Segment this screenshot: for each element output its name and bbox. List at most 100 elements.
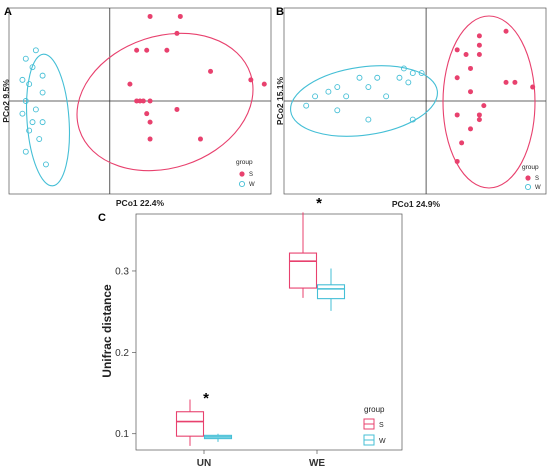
panel-a-point-s-0	[147, 13, 153, 19]
panel-b-legend: group S W	[522, 164, 541, 191]
panel-a-point-s-13	[147, 98, 153, 104]
panel-b-point-s-0	[476, 33, 482, 39]
panel-b-ellipse-s	[442, 15, 536, 189]
panel-a-point-s-14	[144, 111, 150, 117]
panel-c-box-w-we	[316, 284, 346, 300]
panel-b-legend-s-label: S	[535, 176, 539, 182]
panel-a-point-w-1	[22, 55, 29, 62]
panel-c-x-tick-label-we: WE	[309, 458, 325, 469]
panel-b-point-w-16	[409, 116, 416, 123]
panel-b-y-label: PCo2 15.1%	[275, 76, 285, 125]
panel-b-point-w-1	[409, 70, 416, 77]
panel-b-point-s-13	[454, 112, 460, 118]
panel-a-legend-w-marker	[238, 180, 246, 188]
panel-b: B PCo1 24.9% PCo2 15.1% group S W	[275, 6, 547, 209]
panel-a-ellipse-s	[76, 32, 254, 172]
panel-b-legend-title: group	[522, 164, 539, 171]
panel-a-ellipse-w	[26, 53, 70, 187]
panel-c-box-s-we	[288, 252, 318, 289]
panel-a-point-s-15	[147, 119, 153, 125]
panel-a-point-w-7	[22, 98, 29, 104]
panel-a-letter: A	[4, 6, 12, 18]
panel-c: C Unifrac distance group S W 0.1 0.2 0.3 UN…	[98, 195, 403, 469]
panel-a-point-w-10	[29, 119, 36, 126]
panel-a-point-s-5	[164, 47, 170, 53]
panel-b-point-w-5	[356, 74, 363, 81]
panel-b-legend-w-label: W	[535, 185, 541, 191]
panel-c-y-tick-label-0.2: 0.2	[115, 348, 129, 359]
panel-b-x-label: PCo1 24.9%	[392, 199, 441, 209]
panel-b-point-s-5	[476, 52, 482, 57]
panel-a-legend: group S W	[236, 159, 255, 188]
panel-b-point-w-13	[303, 102, 310, 109]
panel-b-letter: B	[276, 6, 284, 18]
panel-c-legend-w-label: W	[379, 438, 386, 445]
panel-a-point-s-4	[144, 47, 150, 53]
panel-a-point-s-1	[174, 30, 180, 36]
panel-b-point-s-7	[454, 75, 460, 81]
panel-a-legend-s-marker	[239, 171, 245, 177]
panel-b-point-w-2	[418, 70, 425, 77]
panel-a-y-label: PCo2 9.5%	[1, 79, 11, 123]
panel-b-point-s-6	[468, 65, 474, 71]
panel-c-frame	[135, 213, 403, 451]
panel-b-point-s-4	[463, 52, 469, 57]
panel-b-legend-s-marker	[525, 175, 531, 181]
panel-b-point-s-18	[454, 158, 460, 164]
panel-b-point-s-10	[530, 84, 536, 90]
panel-a-legend-w-label: W	[249, 182, 255, 188]
panel-b-point-w-15	[365, 116, 372, 123]
panel-b-point-s-9	[512, 79, 518, 85]
panel-a-point-w-0	[32, 47, 39, 54]
panel-b-legend-w-marker	[524, 183, 532, 191]
panel-a-point-s-12	[140, 98, 146, 104]
panel-b-point-s-2	[503, 28, 509, 34]
panel-a-point-s-3	[134, 47, 140, 53]
panel-a-point-w-6	[39, 89, 46, 96]
panel-b-point-s-3	[454, 47, 460, 53]
panel-a-point-w-3	[39, 72, 46, 79]
panel-a: A PCo1 22.4% PCo2 9.5% group S W	[1, 6, 272, 208]
panel-a-legend-title: group	[236, 159, 253, 166]
panel-a-point-w-14	[22, 148, 29, 155]
panel-a-point-s-18	[197, 136, 203, 142]
panel-b-point-s-1	[476, 42, 482, 48]
panel-b-point-w-4	[374, 74, 381, 81]
panel-b-point-w-8	[334, 84, 341, 91]
panel-c-legend-title: group	[364, 405, 385, 414]
panel-c-y-tick-label-0.3: 0.3	[115, 266, 129, 277]
panel-b-point-s-15	[476, 117, 482, 123]
panel-b-ellipse-w	[290, 65, 438, 137]
panel-b-point-s-16	[468, 126, 474, 132]
panel-a-point-w-12	[26, 127, 33, 134]
panel-a-point-w-8	[32, 106, 39, 113]
panel-a-point-w-5	[26, 81, 33, 88]
panel-a-point-w-13	[36, 136, 43, 142]
panel-a-point-w-11	[39, 119, 46, 126]
panel-b-point-w-9	[325, 88, 332, 95]
panel-a-point-s-6	[127, 81, 133, 87]
panel-a-point-s-2	[177, 13, 183, 19]
panel-c-legend: group S W	[363, 405, 386, 446]
panel-b-point-w-14	[334, 107, 341, 114]
panel-a-legend-s-label: S	[249, 172, 253, 178]
panel-b-point-s-8	[503, 79, 509, 85]
panel-a-x-label: PCo1 22.4%	[116, 198, 165, 208]
panel-c-legend-s-key	[363, 418, 375, 430]
panel-b-point-w-3	[396, 74, 403, 81]
panel-b-point-s-17	[459, 140, 465, 146]
panel-b-point-w-11	[343, 93, 350, 100]
panel-a-point-s-8	[248, 77, 254, 83]
panel-b-point-w-12	[383, 93, 390, 100]
panel-a-point-s-16	[174, 106, 180, 112]
panel-c-legend-w-key	[363, 434, 375, 446]
panel-c-legend-s-label: S	[379, 422, 384, 429]
panel-b-point-s-12	[481, 103, 487, 109]
panel-a-point-w-2	[29, 64, 36, 71]
panel-c-letter: C	[98, 212, 106, 224]
panel-b-point-w-6	[405, 79, 412, 86]
panel-a-point-w-15	[42, 161, 49, 168]
panel-a-point-s-9	[261, 81, 267, 87]
panel-b-point-s-14	[476, 112, 482, 118]
